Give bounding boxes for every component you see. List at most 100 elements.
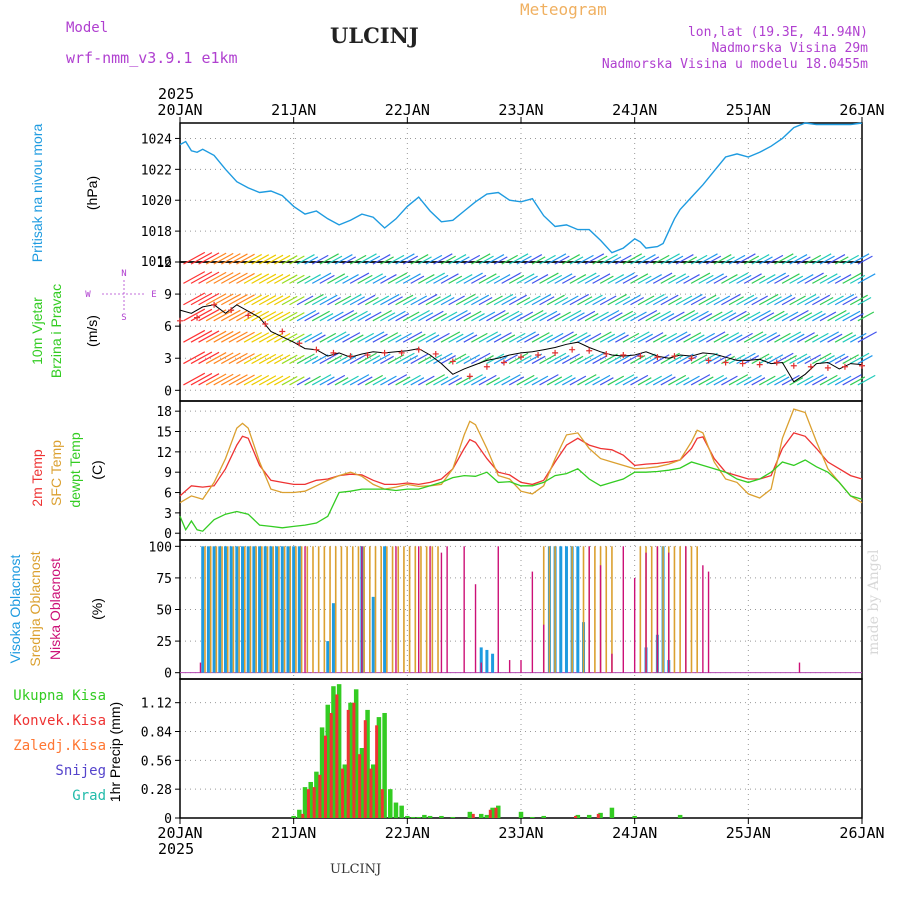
bar-high-cloud — [331, 603, 335, 673]
wind-barb — [675, 254, 694, 265]
wind-barb — [334, 377, 349, 386]
wind-barb — [774, 332, 791, 343]
bar-low-cloud — [702, 565, 704, 673]
y-tick-label: 1.12 — [141, 697, 172, 712]
wind-barb — [622, 376, 638, 386]
bar-convective-precip — [380, 789, 384, 818]
wind-barb — [683, 355, 698, 365]
bar-mid-cloud — [306, 546, 309, 673]
bar-mid-cloud — [243, 546, 246, 673]
wind-barb — [645, 375, 662, 386]
wind-barb — [334, 254, 353, 265]
wind-barb — [630, 273, 649, 284]
wind-barb — [539, 354, 556, 365]
y-axis-label-low-cloud: Niska Oblacnost — [47, 558, 63, 660]
wind-barb — [834, 375, 852, 386]
wind-barb — [668, 374, 687, 386]
wind-barb — [789, 353, 808, 365]
wind-gust-marker — [535, 352, 542, 359]
bar-mid-cloud — [386, 546, 388, 673]
wind-barb — [849, 332, 867, 343]
wind-barb — [774, 253, 794, 265]
wind-barb — [410, 377, 425, 386]
bar-mid-cloud — [351, 546, 354, 673]
wind-barb — [364, 311, 382, 322]
wind-barb — [364, 355, 381, 365]
wind-barb — [205, 271, 227, 284]
x-year-label-top: 2025 — [158, 85, 194, 103]
wind-barb — [652, 254, 670, 265]
bar-total-precip — [319, 727, 325, 818]
bar-total-precip — [291, 815, 296, 818]
wind-gust-marker — [807, 363, 814, 370]
model-label: Model — [66, 20, 109, 36]
wind-barb — [289, 296, 305, 306]
wind-barb — [243, 294, 262, 306]
wind-barb — [690, 374, 711, 386]
wind-barb — [198, 271, 220, 284]
wind-gust-marker — [518, 354, 524, 361]
wind-barb — [660, 352, 680, 365]
wind-barb — [804, 310, 823, 322]
wind-barb — [577, 374, 597, 386]
wind-gust-marker — [296, 340, 303, 347]
wind-barb — [183, 308, 206, 322]
wind-barb — [759, 293, 779, 306]
wind-barb — [380, 293, 400, 306]
wind-barb — [327, 331, 347, 343]
wind-barb — [402, 311, 420, 322]
wind-barb — [380, 332, 399, 343]
wind-barb — [190, 252, 213, 265]
bar-high-cloud — [235, 546, 239, 673]
bar-mid-cloud — [380, 546, 382, 673]
bar-high-cloud — [212, 546, 216, 673]
wind-barb — [524, 295, 541, 306]
bar-convective-precip — [306, 789, 310, 818]
wind-barb — [584, 253, 605, 265]
wind-barb — [281, 354, 298, 365]
wind-barb — [819, 273, 838, 284]
wind-barb — [493, 256, 508, 265]
wind-barb — [334, 353, 353, 365]
wind-barb — [789, 254, 808, 265]
wind-barb — [562, 275, 576, 284]
wind-barb — [668, 296, 682, 306]
bar-total-precip — [336, 684, 342, 818]
bar-low-cloud — [508, 660, 511, 673]
wind-barb — [849, 294, 868, 306]
x-tick-label-top: 22JAN — [385, 101, 430, 119]
bar-high-cloud — [229, 546, 233, 673]
wind-barb — [342, 256, 357, 265]
wind-barb — [418, 293, 438, 306]
wind-barb — [698, 376, 714, 386]
bar-mid-cloud — [289, 546, 292, 673]
wind-barb — [675, 377, 690, 386]
wind-barb — [387, 296, 403, 306]
wind-barb — [380, 256, 394, 265]
wind-barb — [478, 331, 499, 343]
wind-barb — [683, 256, 698, 265]
wind-barb — [728, 272, 749, 284]
wind-barb — [221, 373, 241, 386]
bar-mid-cloud — [582, 546, 585, 673]
wind-barb — [425, 296, 441, 306]
wind-barb — [486, 333, 502, 343]
wind-barb — [327, 374, 346, 386]
wind-barb — [319, 376, 335, 386]
x-tick-label-bottom: 22JAN — [385, 824, 430, 842]
bar-low-cloud — [798, 662, 801, 673]
wind-barb — [834, 274, 852, 284]
wind-barb — [645, 274, 662, 284]
wind-barb — [615, 272, 635, 284]
wind-barb — [554, 296, 569, 306]
wind-barb — [804, 334, 819, 343]
wind-barb — [569, 293, 589, 306]
wind-barb — [766, 374, 786, 386]
wind-barb — [463, 310, 482, 322]
wind-barb — [743, 374, 762, 386]
wind-barb — [455, 293, 476, 306]
bar-mid-cloud — [300, 546, 303, 673]
wind-barb — [736, 352, 756, 365]
wind-barb — [357, 294, 376, 306]
wind-barb — [516, 273, 535, 284]
